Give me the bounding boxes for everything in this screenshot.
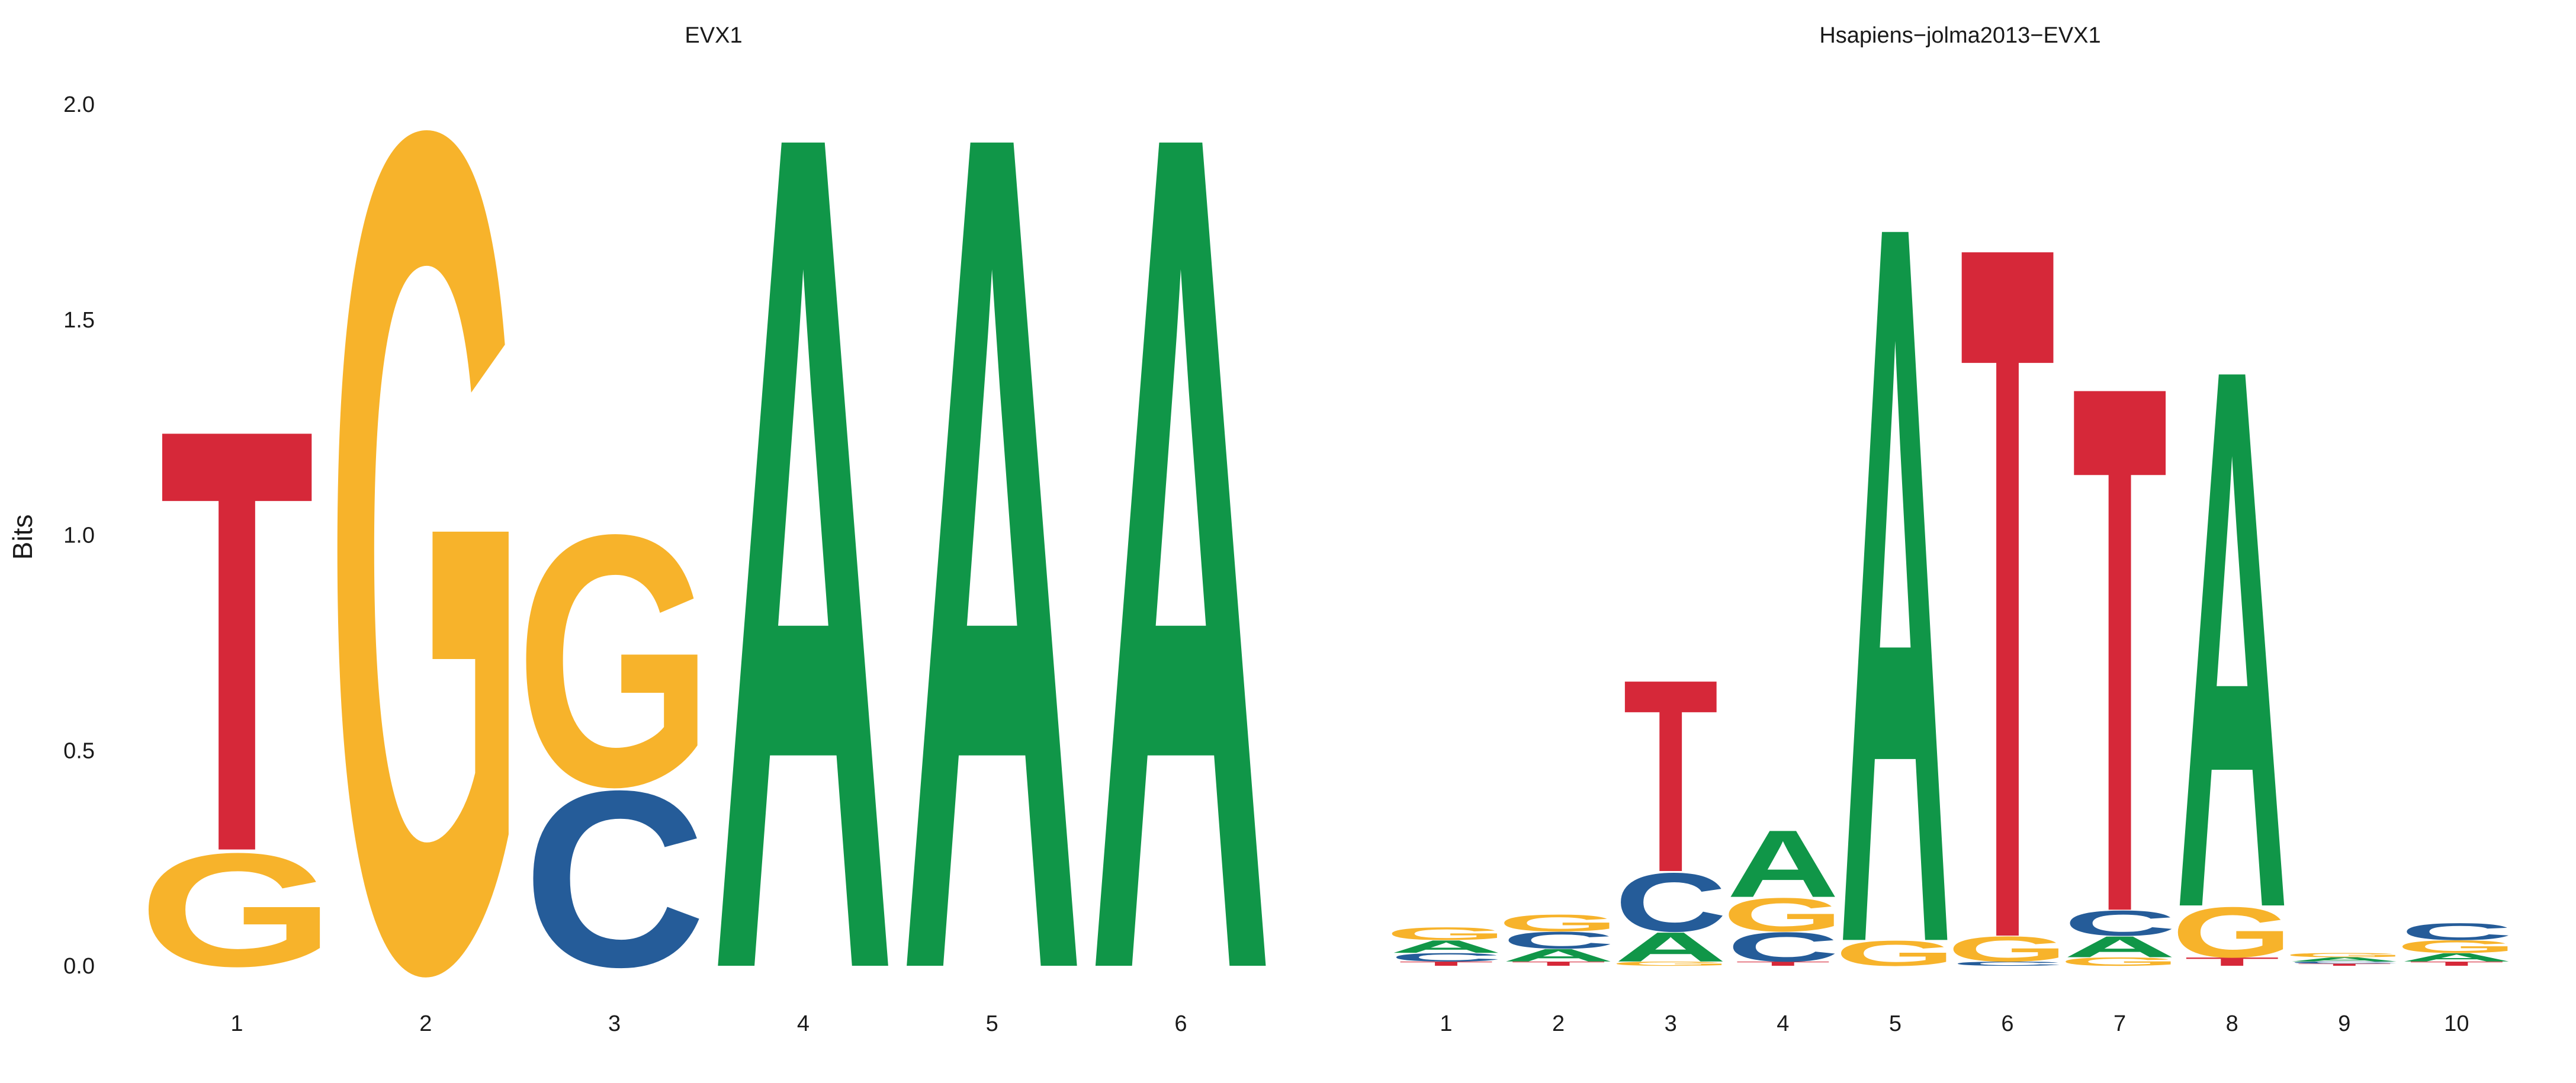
logo-letter-t: T — [1623, 622, 1719, 930]
logo-letter-g: G — [2172, 892, 2292, 972]
logo-letter-c: C — [1951, 960, 2064, 967]
logo-letter-a: A — [2288, 956, 2401, 963]
logo-letter-g: G — [1723, 888, 1843, 941]
x-tick-label: 1 — [230, 1011, 243, 1036]
logo-letter-c: C — [1502, 927, 1615, 953]
logo-letter-a: A — [2176, 208, 2288, 1070]
x-tick-label: 1 — [1440, 1011, 1452, 1036]
x-tick-label: 10 — [2444, 1011, 2469, 1036]
x-tick-label: 6 — [2001, 1011, 2013, 1036]
x-tick-label: 5 — [1889, 1011, 1902, 1036]
y-tick-label: 0.0 — [63, 954, 95, 979]
logo-letter-a: A — [712, 0, 895, 1083]
x-tick-label: 4 — [797, 1011, 810, 1036]
logo-letter-a: A — [1502, 945, 1615, 965]
logo-letter-c: C — [1727, 924, 1839, 970]
x-tick-label: 9 — [2338, 1011, 2350, 1036]
logo-letter-c: C — [2288, 961, 2401, 965]
x-tick-label: 7 — [2114, 1011, 2126, 1036]
logo-letter-g: G — [1835, 933, 1955, 973]
x-tick-label: 3 — [608, 1011, 621, 1036]
logo-letter-t: T — [2072, 227, 2167, 1069]
logo-letter-t: T — [2185, 955, 2280, 969]
x-tick-label: 2 — [1552, 1011, 1565, 1036]
logo-letter-a: A — [1727, 811, 1839, 918]
logo-letter-a: A — [1839, 9, 1951, 1083]
y-tick-label: 0.5 — [63, 738, 95, 763]
logo-letter-t: T — [2297, 963, 2392, 966]
logo-letter-a: A — [2064, 930, 2176, 963]
logo-letter-a: A — [1089, 0, 1273, 1083]
logo-letter-g: G — [327, 0, 524, 1083]
logo-letter-t: T — [1399, 960, 1494, 967]
logo-letter-g: G — [2059, 955, 2180, 969]
y-axis-label: Bits — [7, 515, 38, 560]
jolma-logo-panel: Hsapiens−jolma2013−EVX1 TCAG1TACG2GACT3T… — [1386, 9, 2517, 1083]
panel-title-evx1: EVX1 — [685, 23, 742, 48]
logo-letter-g: G — [1610, 960, 1731, 967]
logo-letter-t: T — [1736, 960, 1831, 967]
x-tick-label: 3 — [1665, 1011, 1677, 1036]
logo-letter-t: T — [159, 302, 314, 978]
logo-letter-t: T — [2409, 960, 2504, 967]
logo-letter-g: G — [138, 820, 335, 1001]
y-tick-label: 1.5 — [63, 308, 95, 333]
y-tick-label: 1.0 — [63, 523, 95, 548]
logo-letter-c: C — [2064, 903, 2176, 943]
x-tick-label: 5 — [986, 1011, 998, 1036]
logo-letter-g: G — [1386, 924, 1507, 944]
logo-letter-c: C — [1390, 950, 1502, 964]
logo-letter-g: G — [516, 461, 713, 862]
logo-letter-c: C — [1614, 856, 1727, 949]
x-tick-label: 8 — [2226, 1011, 2238, 1036]
logo-letter-g: G — [2284, 952, 2405, 958]
logo-letter-g: G — [2396, 937, 2517, 957]
logo-letter-g: G — [1498, 910, 1618, 936]
x-tick-label: 6 — [1174, 1011, 1187, 1036]
logo-letter-t: T — [1960, 37, 2055, 1083]
x-tick-label: 2 — [419, 1011, 432, 1036]
logo-letter-t: T — [1511, 960, 1606, 967]
logo-letter-a: A — [1390, 937, 1502, 957]
logo-letter-a: A — [1614, 924, 1727, 970]
logo-letter-c: C — [2400, 918, 2513, 945]
x-tick-label: 4 — [1777, 1011, 1789, 1036]
logo-letter-a: A — [900, 0, 1084, 1083]
y-tick-label: 2.0 — [63, 92, 95, 117]
logo-letter-c: C — [523, 739, 706, 1020]
logo-letter-g: G — [1947, 929, 2068, 969]
logo-letter-a: A — [2400, 950, 2513, 964]
panel-title-jolma: Hsapiens−jolma2013−EVX1 — [1819, 23, 2100, 48]
